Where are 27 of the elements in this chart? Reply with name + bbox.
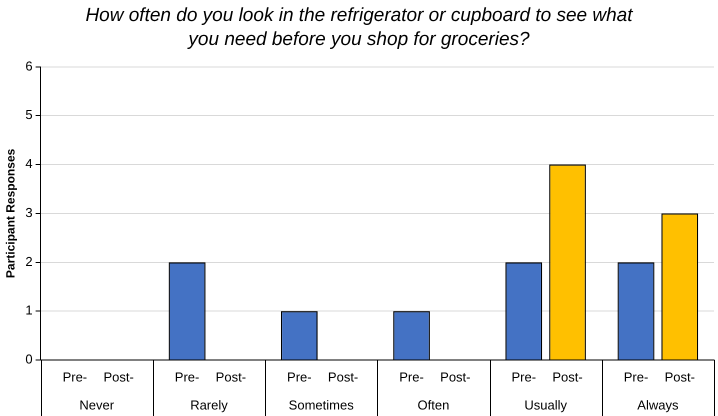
y-tick-label: 1 <box>25 302 33 318</box>
x-tick-label: Never <box>79 398 115 413</box>
x-tick-label: Usually <box>524 398 568 413</box>
y-tick-label: 0 <box>25 352 33 367</box>
y-tick-label: 5 <box>25 107 33 122</box>
text: Post- <box>103 370 134 385</box>
x-tick-label: Often <box>418 398 450 413</box>
text: Pre- <box>624 370 648 385</box>
text: Pre- <box>287 370 312 385</box>
text: Pre- <box>399 370 424 385</box>
y-tick-label: 2 <box>25 254 33 269</box>
series-label: Post- <box>552 370 583 385</box>
text: Pre- <box>511 370 536 385</box>
y-tick-label: 4 <box>25 156 33 172</box>
y-tick-label: 3 <box>25 204 33 220</box>
text: Pre- <box>62 370 88 385</box>
text: Post- <box>664 370 695 385</box>
text: Post- <box>216 370 246 385</box>
x-tick-label: Sometimes <box>288 398 354 413</box>
series-label: Pre- <box>174 370 200 385</box>
x-tick-label: Always <box>637 398 679 413</box>
y-tick-label: 6 <box>25 58 33 74</box>
text: Post- <box>328 370 358 385</box>
text: Post- <box>440 370 470 385</box>
x-tick-label: Rarely <box>190 398 228 413</box>
y-axis-title: Participant Responses <box>4 148 18 278</box>
chart-title: How often do you look in the refrigerator or cupboard to see what you need before you shop for groceries? <box>84 4 634 52</box>
